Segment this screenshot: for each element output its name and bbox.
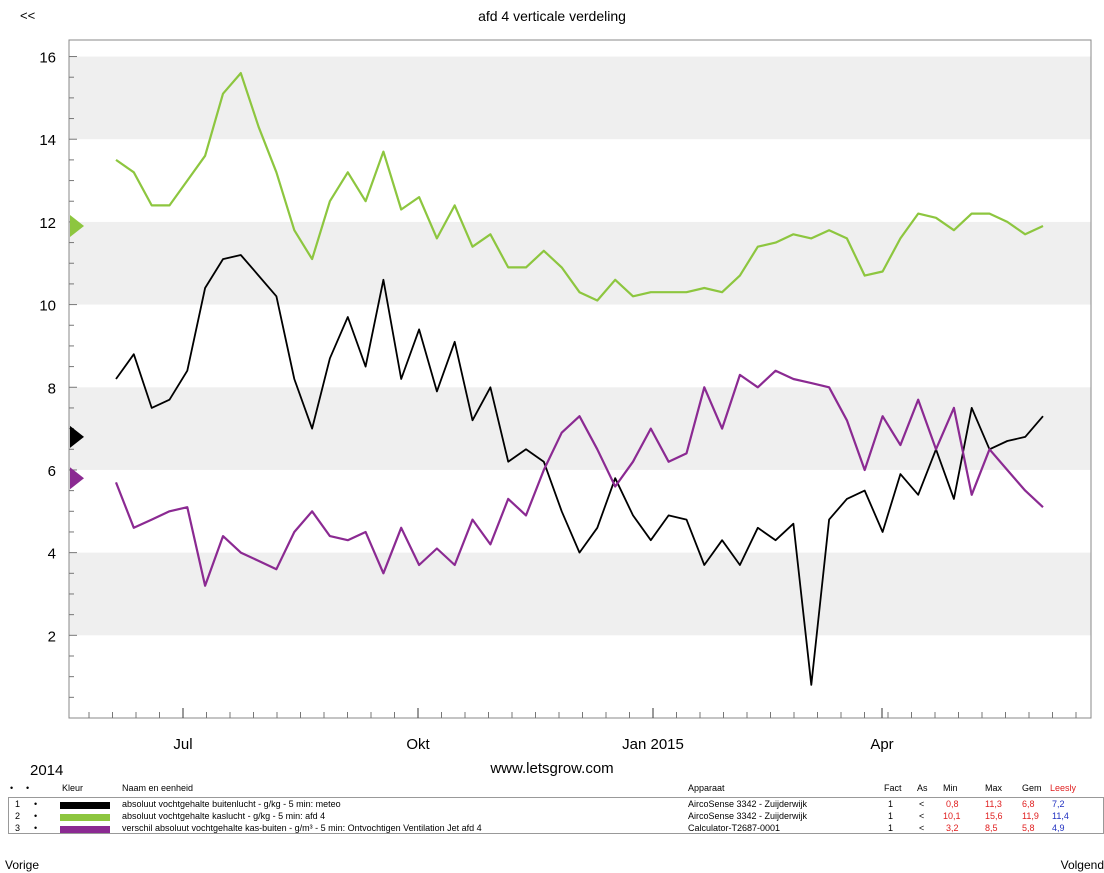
x-tick-label: Jan 2015: [622, 736, 684, 753]
header-dot: •: [26, 783, 30, 793]
prev-period-button[interactable]: <<: [20, 8, 36, 23]
series-factor: 1: [888, 799, 894, 809]
series-reading: 11,4: [1052, 811, 1069, 821]
grid-band: [69, 387, 1091, 470]
year-label: 2014: [30, 762, 64, 779]
header-naam: Naam en eenheid: [122, 783, 194, 793]
series-color-swatch: [60, 826, 110, 833]
series-min: 10,1: [943, 811, 961, 821]
row-number: 2: [15, 811, 21, 821]
row-dot: •: [34, 811, 38, 821]
x-axis: Jul Okt Jan 2015 Apr: [88, 708, 1077, 753]
legend-header-row: • • Kleur Naam en eenheid Apparaat Fact …: [0, 783, 1104, 795]
y-tick-label: 16: [39, 50, 56, 67]
series-line: [115, 71, 1044, 302]
y-tick-label: 2: [48, 628, 56, 645]
series-min: 3,2: [946, 823, 959, 833]
series-line: [114, 369, 1044, 587]
y-tick-label: 8: [48, 380, 56, 397]
series-markers: [70, 215, 84, 490]
series-color-swatch: [60, 814, 110, 821]
header-apparaat: Apparaat: [688, 783, 725, 793]
series-min: 0,8: [946, 799, 959, 809]
chart-title: afd 4 verticale verdeling: [478, 8, 626, 24]
series-max: 8,5: [985, 823, 998, 833]
x-tick-label: Jul: [173, 736, 192, 753]
series-value-marker: [70, 215, 84, 238]
y-axis: 2 4 6 8 10 12 14 16: [39, 50, 77, 698]
x-tick-label: Apr: [870, 736, 893, 753]
header-kleur: Kleur: [62, 783, 84, 793]
series-value-marker: [70, 425, 84, 448]
series-axis: <: [919, 799, 925, 809]
y-tick-label: 14: [39, 132, 56, 149]
series-name: verschil absoluut vochtgehalte kas-buite…: [122, 823, 482, 833]
legend-row[interactable]: 1 • absoluut vochtgehalte buitenlucht - …: [0, 799, 1104, 811]
line-chart: 2 4 6 8 10 12 14 16 Jul Okt Jan 2015 Apr: [39, 39, 1092, 753]
row-dot: •: [34, 823, 38, 833]
series-device: AircoSense 3342 - Zuijderwijk: [688, 799, 808, 809]
header-gem: Gem: [1022, 783, 1042, 793]
y-tick-label: 6: [48, 463, 56, 480]
series-name: absoluut vochtgehalte buitenlucht - g/kg…: [122, 799, 341, 809]
series-avg: 6,8: [1022, 799, 1035, 809]
row-dot: •: [34, 799, 38, 809]
series-layer: [114, 71, 1044, 686]
legend-row[interactable]: 3 • verschil absoluut vochtgehalte kas-b…: [0, 823, 1104, 835]
header-min: Min: [943, 783, 958, 793]
website-label: www.letsgrow.com: [490, 760, 614, 777]
grid-bands: [69, 56, 1091, 636]
series-axis: <: [919, 823, 925, 833]
row-number: 1: [15, 799, 21, 809]
series-device: Calculator-T2687-0001: [688, 823, 781, 833]
grid-band: [69, 221, 1091, 305]
header-as: As: [917, 783, 928, 793]
series-factor: 1: [888, 811, 894, 821]
series-max: 15,6: [985, 811, 1003, 821]
series-factor: 1: [888, 823, 894, 833]
series-reading: 4,9: [1052, 823, 1065, 833]
series-name: absoluut vochtgehalte kaslucht - g/kg - …: [122, 811, 326, 821]
x-tick-label: Okt: [406, 736, 430, 753]
header-dot: •: [10, 783, 14, 793]
plot-frame: [68, 39, 1092, 719]
series-avg: 5,8: [1022, 823, 1035, 833]
series-avg: 11,9: [1022, 811, 1039, 821]
header-leeslijn: Leesly: [1050, 783, 1077, 793]
header-fact: Fact: [884, 783, 902, 793]
series-axis: <: [919, 811, 925, 821]
grid-band: [69, 552, 1091, 636]
header-max: Max: [985, 783, 1003, 793]
series-color-swatch: [60, 802, 110, 809]
series-reading: 7,2: [1052, 799, 1065, 809]
y-tick-label: 4: [48, 546, 56, 563]
legend-row[interactable]: 2 • absoluut vochtgehalte kaslucht - g/k…: [0, 811, 1104, 823]
series-value-marker: [70, 467, 84, 490]
series-line: [115, 254, 1044, 686]
y-tick-label: 10: [39, 298, 56, 315]
prev-button[interactable]: Vorige: [5, 858, 40, 872]
y-tick-label: 12: [39, 215, 56, 232]
series-device: AircoSense 3342 - Zuijderwijk: [688, 811, 808, 821]
row-number: 3: [15, 823, 21, 833]
next-button[interactable]: Volgend: [1060, 858, 1104, 872]
series-max: 11,3: [985, 799, 1002, 809]
grid-band: [69, 56, 1091, 140]
